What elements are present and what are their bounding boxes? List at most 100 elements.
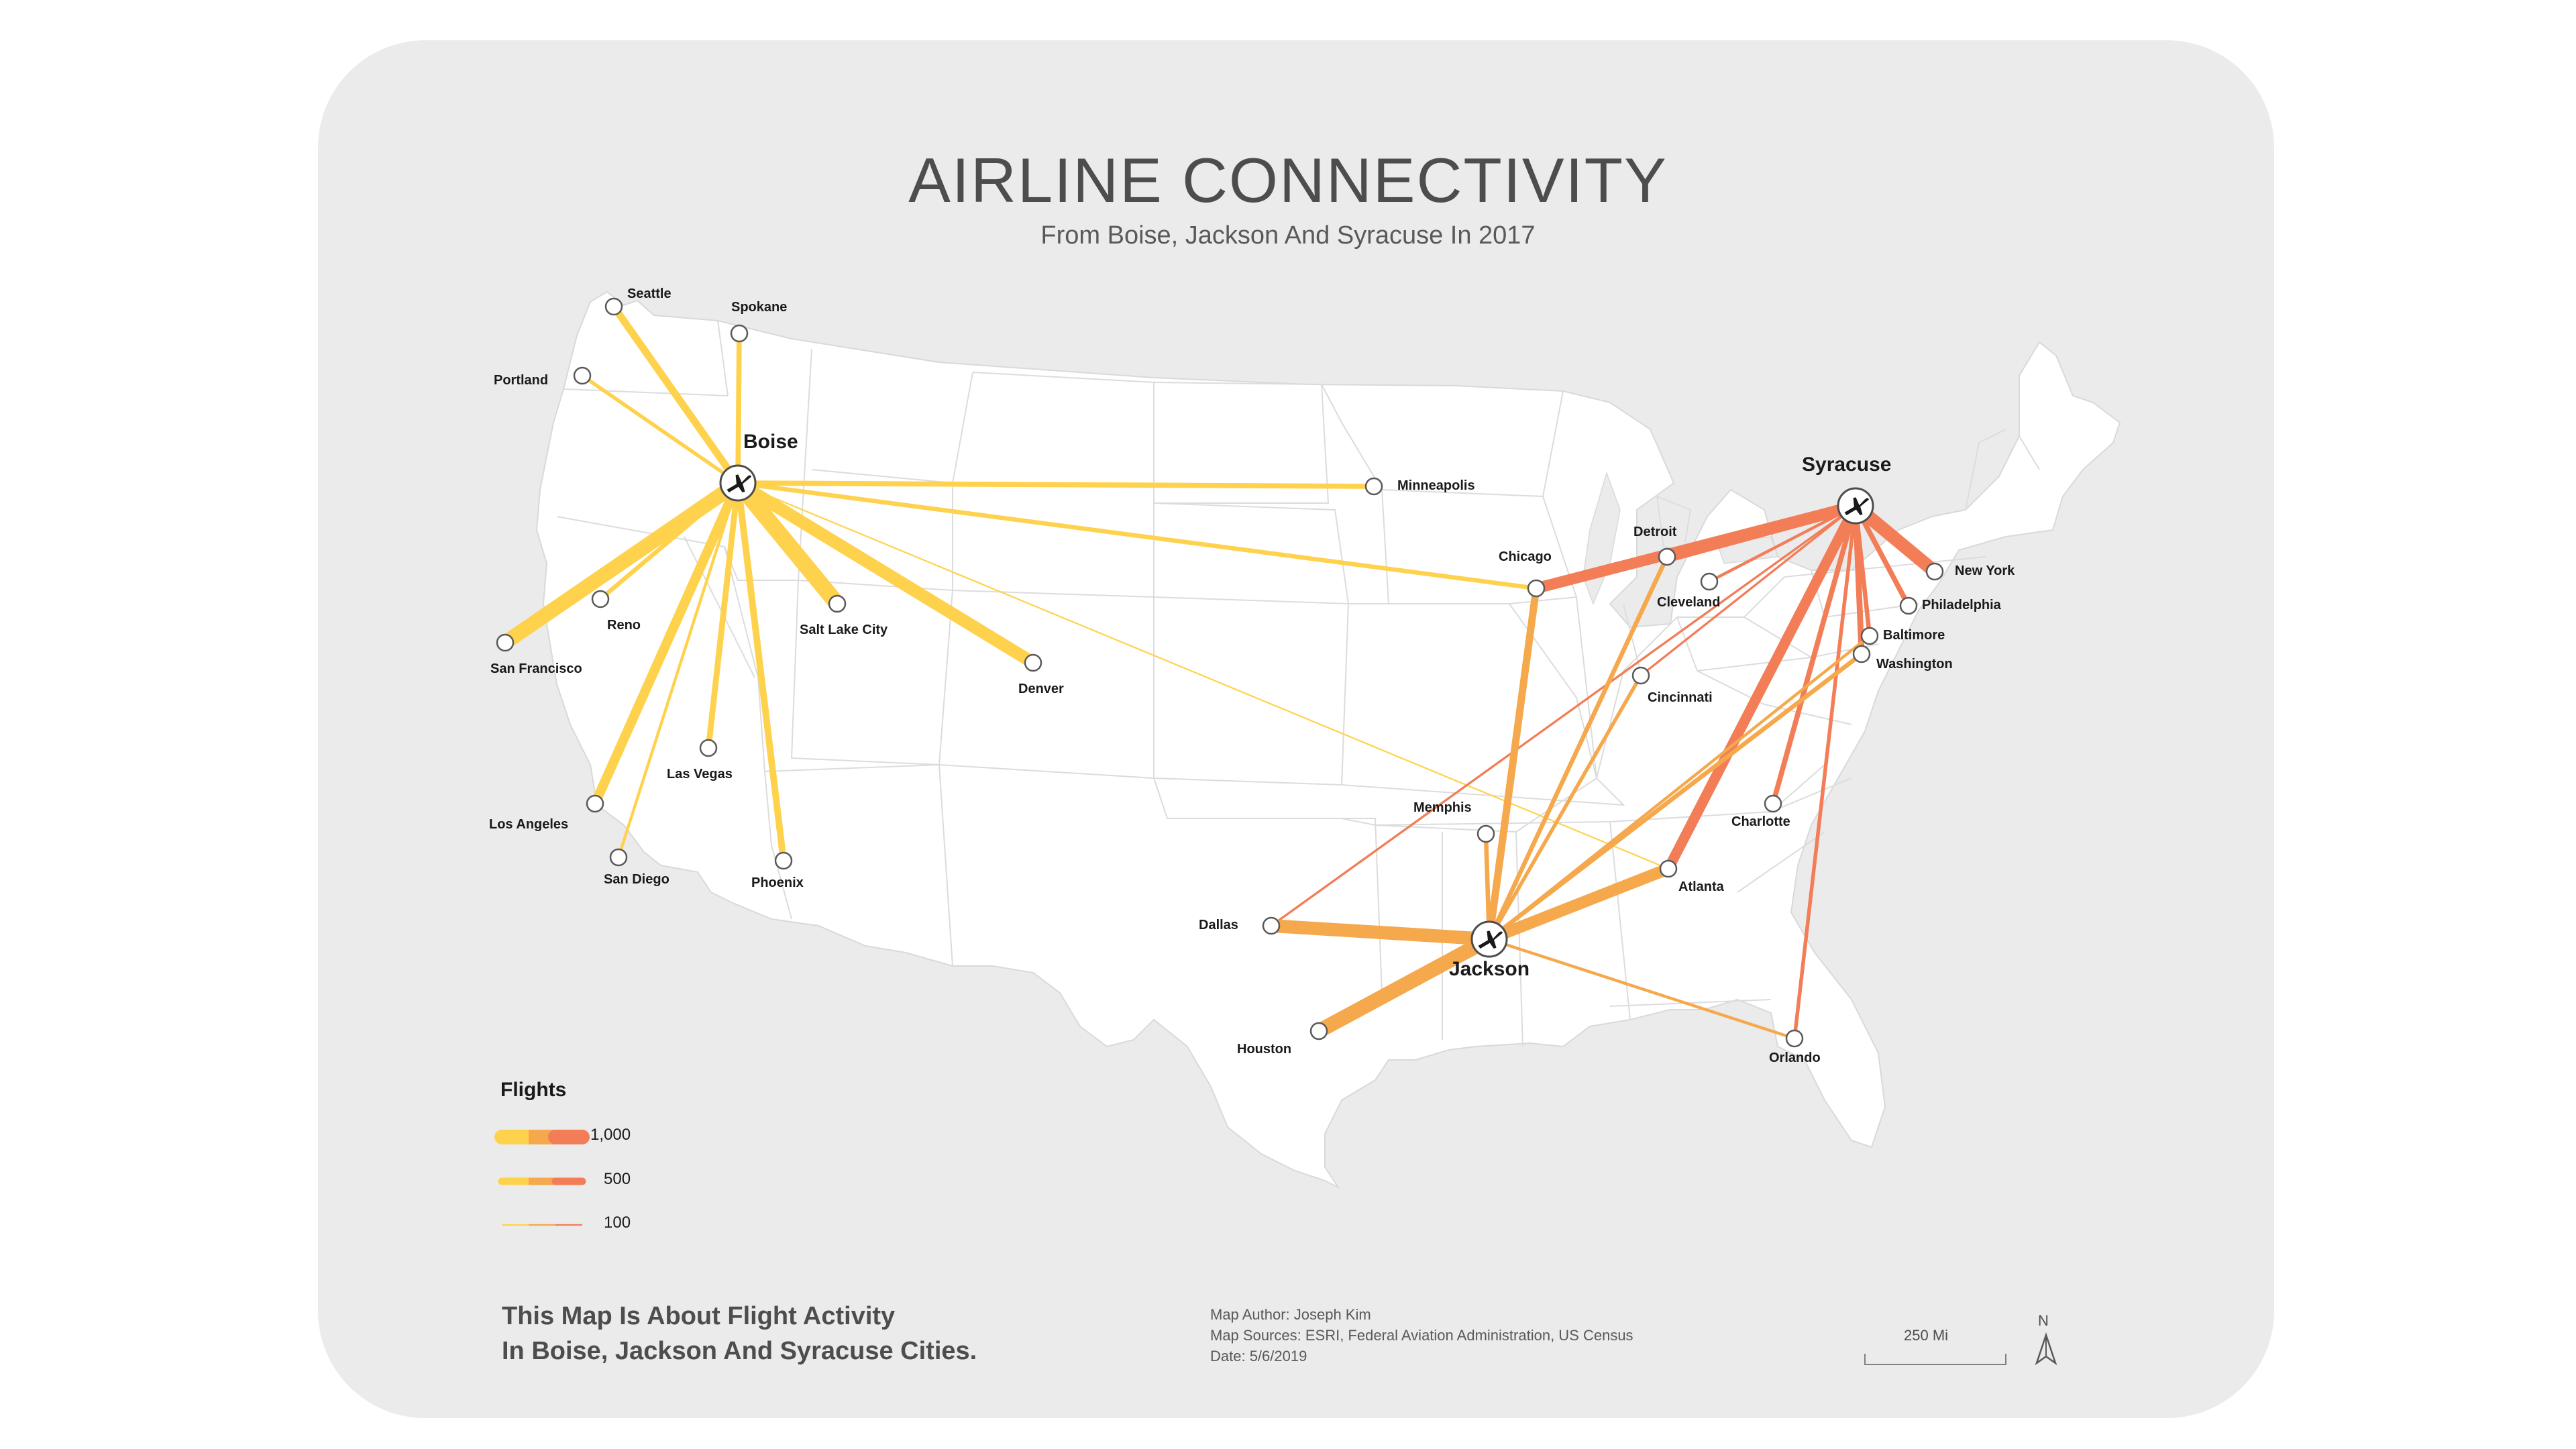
- legend-label-500: 500: [604, 1170, 631, 1188]
- city-label-sanfrancisco: San Francisco: [490, 661, 582, 676]
- hub-marker-boise-airplane-icon[interactable]: [719, 464, 757, 502]
- city-marker-memphis[interactable]: [1477, 824, 1495, 843]
- route-boise-phoenix: [735, 482, 787, 861]
- city-marker-saltlake[interactable]: [828, 594, 847, 613]
- route-boise-atlanta: [737, 482, 1669, 870]
- city-label-portland: Portland: [494, 373, 549, 388]
- route-jackson-dallas: [1271, 919, 1490, 946]
- city-marker-spokane[interactable]: [730, 324, 749, 343]
- city-label-cleveland: Cleveland: [1657, 595, 1721, 610]
- city-label-reno: Reno: [607, 618, 641, 633]
- city-label-orlando: Orlando: [1769, 1051, 1821, 1065]
- route-syracuse-cleveland: [1708, 504, 1857, 583]
- city-label-charlotte: Charlotte: [1731, 814, 1790, 829]
- map-title: AIRLINE CONNECTIVITY: [908, 145, 1668, 215]
- city-label-lasvegas: Las Vegas: [667, 767, 733, 782]
- city-label-atlanta: Atlanta: [1678, 879, 1724, 894]
- city-marker-sanfrancisco[interactable]: [496, 633, 515, 652]
- route-boise-sanfrancisco: [500, 476, 743, 649]
- route-boise-saltlake: [731, 478, 844, 609]
- city-label-denver: Denver: [1018, 682, 1064, 696]
- city-marker-lasvegas[interactable]: [699, 739, 718, 757]
- city-marker-charlotte[interactable]: [1764, 794, 1782, 813]
- route-boise-spokane: [735, 333, 742, 484]
- hub-label-boise: Boise: [743, 431, 798, 453]
- city-label-houston: Houston: [1237, 1042, 1292, 1057]
- city-label-dallas: Dallas: [1199, 918, 1238, 932]
- hubs-layer: [719, 464, 1874, 958]
- route-boise-sandiego: [616, 482, 740, 858]
- city-marker-detroit[interactable]: [1658, 547, 1676, 566]
- scale-bar: [1864, 1354, 2006, 1365]
- city-marker-newyork[interactable]: [1925, 562, 1944, 581]
- route-boise-portland: [581, 374, 739, 485]
- hub-label-syracuse: Syracuse: [1802, 453, 1892, 476]
- hub-marker-jackson-airplane-icon[interactable]: [1470, 920, 1508, 958]
- route-jackson-atlanta: [1487, 863, 1671, 945]
- route-boise-losangeles: [590, 481, 743, 806]
- city-marker-washington[interactable]: [1852, 645, 1871, 663]
- city-marker-philadelphia[interactable]: [1899, 596, 1918, 615]
- legend-label-1000: 1,000: [590, 1126, 631, 1144]
- map-subtitle: From Boise, Jackson And Syracuse In 2017: [1040, 221, 1536, 250]
- city-marker-chicago[interactable]: [1527, 579, 1546, 598]
- city-label-saltlake: Salt Lake City: [800, 623, 888, 637]
- city-label-spokane: Spokane: [731, 300, 788, 315]
- route-syracuse-orlando: [1792, 505, 1858, 1039]
- legend-symbols: [494, 1130, 590, 1226]
- route-boise-seattle: [610, 304, 741, 486]
- legend-title: Flights: [500, 1079, 567, 1101]
- city-marker-losangeles[interactable]: [586, 794, 604, 813]
- route-boise-minneapolis: [737, 480, 1375, 489]
- route-syracuse-philadelphia: [1853, 504, 1911, 607]
- route-jackson-cincinnati: [1487, 674, 1643, 941]
- credit-sources: Map Sources: ESRI, Federal Aviation Admi…: [1210, 1327, 1633, 1344]
- city-marker-cincinnati[interactable]: [1631, 666, 1650, 685]
- city-marker-orlando[interactable]: [1785, 1029, 1804, 1048]
- route-boise-denver: [735, 478, 1036, 668]
- route-boise-chicago: [737, 480, 1537, 591]
- cities-layer: [496, 297, 1944, 1048]
- route-syracuse-cincinnati: [1640, 504, 1857, 677]
- route-jackson-houston: [1315, 932, 1493, 1038]
- city-marker-phoenix[interactable]: [774, 851, 793, 870]
- hub-marker-syracuse-airplane-icon[interactable]: [1837, 487, 1874, 525]
- route-syracuse-charlotte: [1770, 504, 1858, 805]
- route-boise-reno: [598, 481, 740, 601]
- city-marker-baltimore[interactable]: [1860, 627, 1879, 645]
- north-label: N: [2038, 1312, 2049, 1329]
- city-marker-seattle[interactable]: [604, 297, 623, 316]
- city-label-baltimore: Baltimore: [1883, 628, 1945, 643]
- city-label-losangeles: Los Angeles: [489, 817, 569, 832]
- city-marker-sandiego[interactable]: [609, 848, 628, 867]
- legend-label-100: 100: [604, 1214, 631, 1232]
- city-marker-minneapolis[interactable]: [1364, 477, 1383, 496]
- route-syracuse-detroit: [1665, 500, 1858, 563]
- route-jackson-baltimore: [1488, 635, 1871, 941]
- city-label-minneapolis: Minneapolis: [1397, 478, 1475, 493]
- city-label-washington: Washington: [1876, 657, 1953, 672]
- city-marker-atlanta[interactable]: [1659, 859, 1678, 878]
- hub-label-jackson: Jackson: [1449, 958, 1530, 980]
- city-label-cincinnati: Cincinnati: [1648, 690, 1713, 705]
- city-marker-dallas[interactable]: [1262, 916, 1281, 935]
- city-label-seattle: Seattle: [627, 286, 672, 301]
- route-jackson-chicago: [1485, 588, 1540, 940]
- city-label-phoenix: Phoenix: [751, 875, 804, 890]
- credit-author: Map Author: Joseph Kim: [1210, 1306, 1371, 1323]
- city-marker-portland[interactable]: [573, 366, 592, 385]
- route-syracuse-atlanta: [1664, 503, 1860, 871]
- city-label-philadelphia: Philadelphia: [1922, 598, 2001, 612]
- city-marker-cleveland[interactable]: [1700, 572, 1719, 591]
- city-marker-denver[interactable]: [1024, 653, 1042, 672]
- city-marker-houston[interactable]: [1309, 1022, 1328, 1040]
- route-jackson-washington: [1487, 652, 1864, 941]
- city-label-chicago: Chicago: [1499, 549, 1552, 564]
- route-boise-lasvegas: [705, 482, 741, 749]
- city-marker-reno[interactable]: [591, 590, 610, 608]
- map-credits: Map Author: Joseph Kim Map Sources: ESRI…: [1210, 1304, 1633, 1366]
- map-description: This Map Is About Flight Activity In Boi…: [502, 1299, 977, 1368]
- north-arrow-icon: [2035, 1332, 2057, 1366]
